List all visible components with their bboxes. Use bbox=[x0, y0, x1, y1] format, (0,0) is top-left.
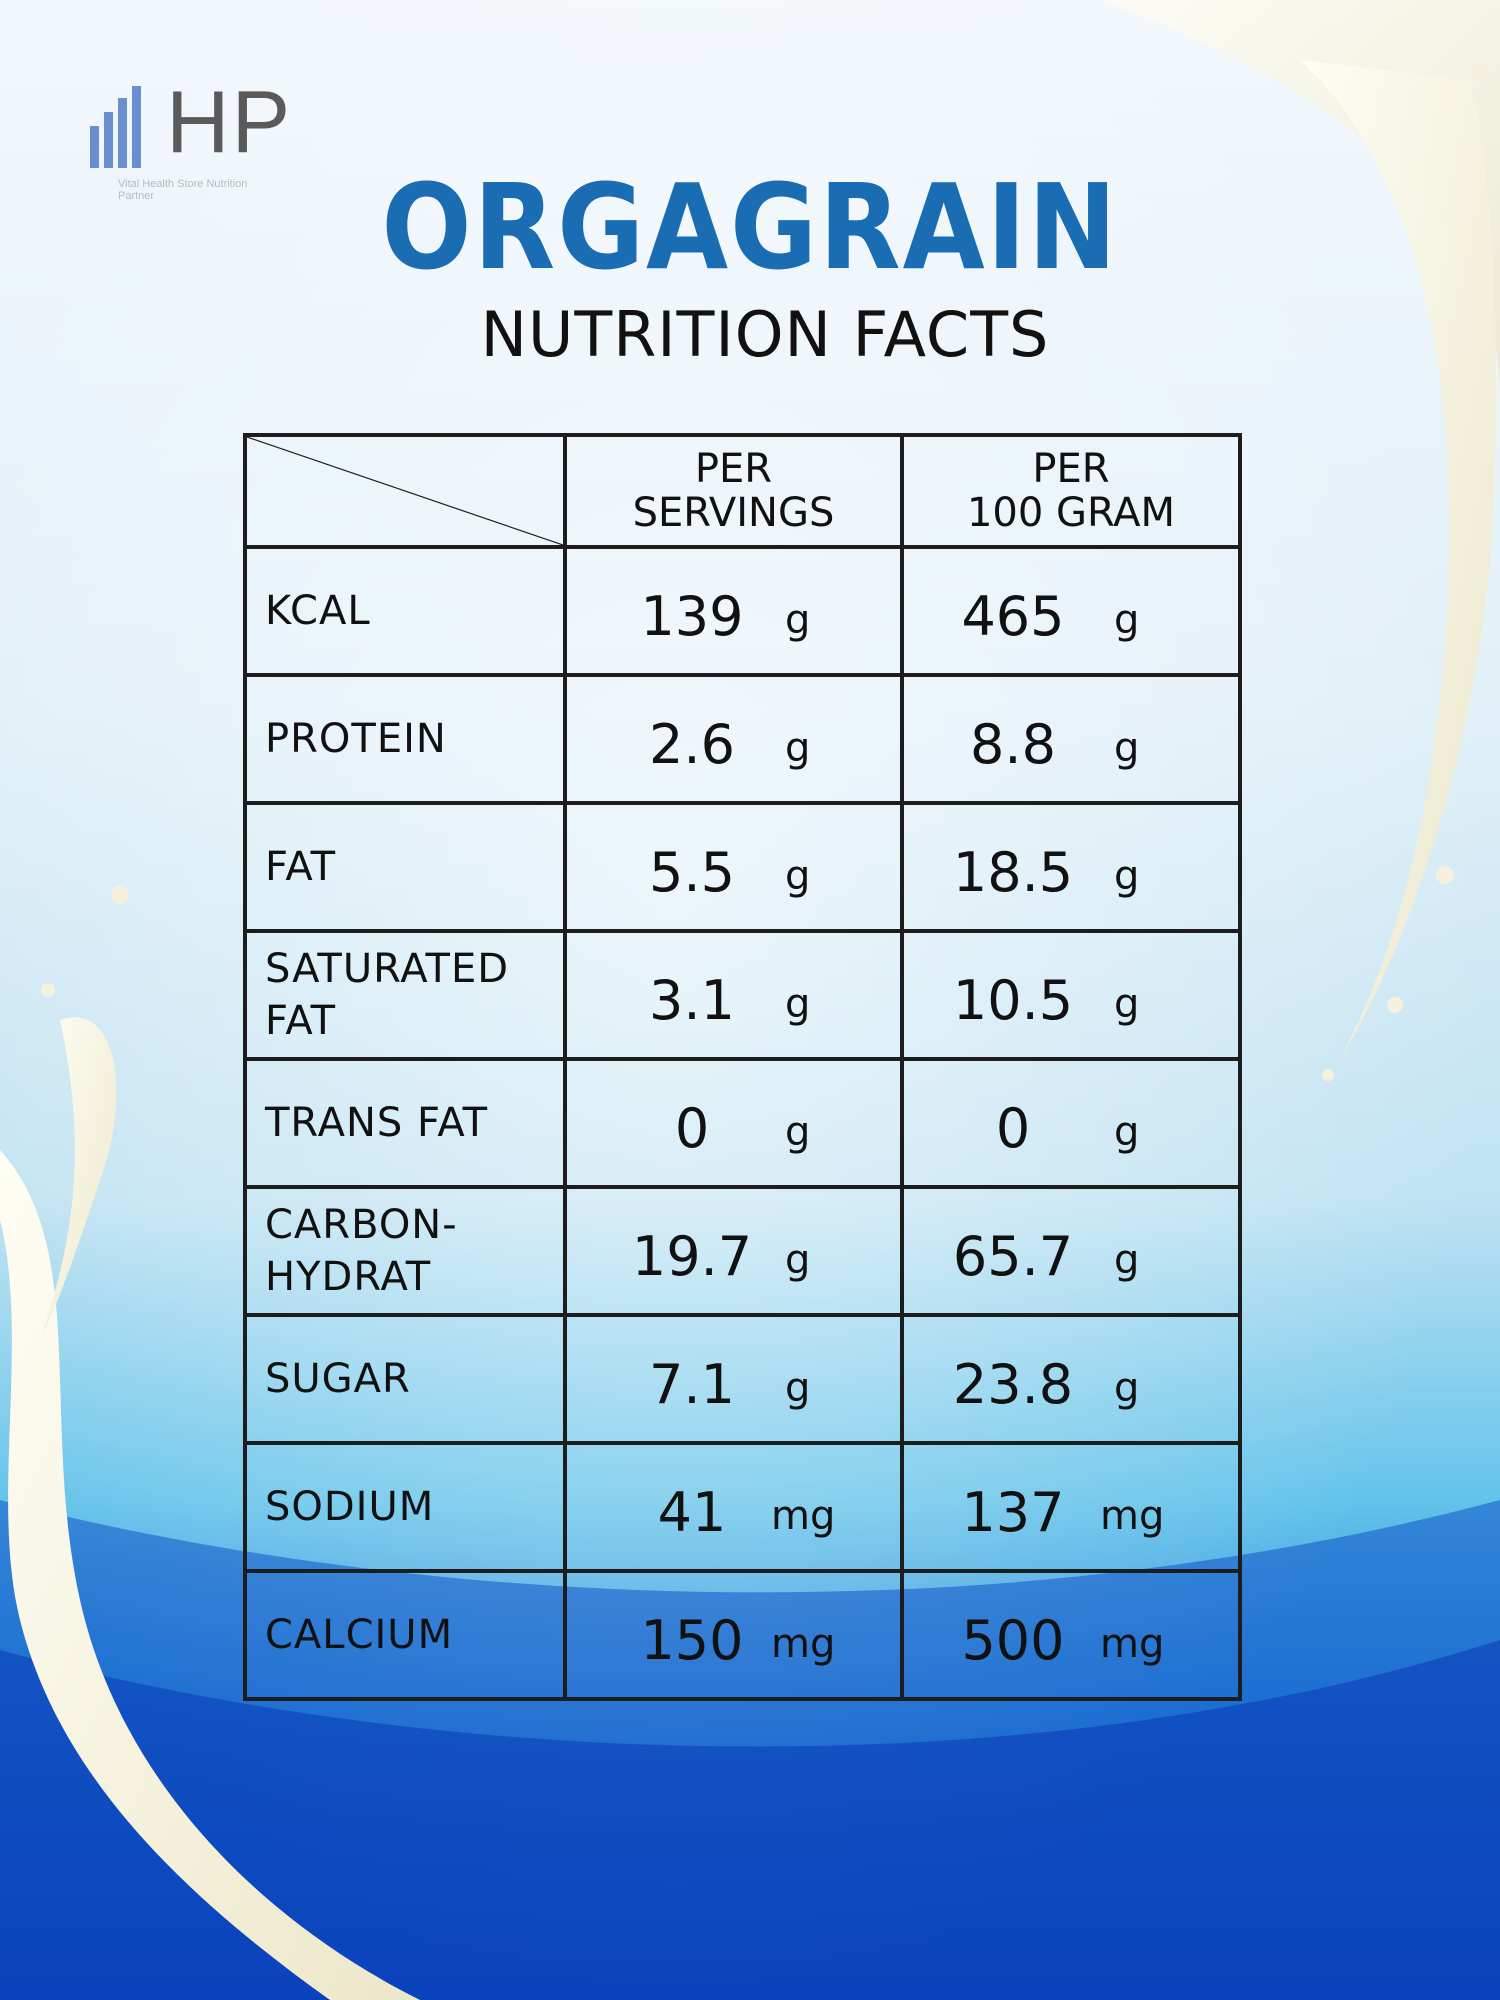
nutrient-label: CARBON- HYDRAT bbox=[243, 1185, 567, 1317]
per-serving-value: 2.6 bbox=[649, 713, 735, 776]
table-row: FAT 5.5 g 18.5 g bbox=[243, 801, 1242, 933]
nutrient-label: TRANS FAT bbox=[243, 1057, 567, 1189]
table-row: SUGAR 7.1 g 23.8 g bbox=[243, 1313, 1242, 1445]
table-row: TRANS FAT 0 g 0 g bbox=[243, 1057, 1242, 1189]
per-100g-unit: g bbox=[1114, 1109, 1140, 1155]
page-subtitle: NUTRITION FACTS bbox=[480, 298, 1050, 371]
diagonal-line bbox=[247, 437, 563, 545]
table-header-row: PER SERVINGS PER 100 GRAM bbox=[243, 433, 1242, 549]
header-line: PER bbox=[1032, 446, 1110, 492]
per-serving-unit: g bbox=[785, 1109, 811, 1155]
corner-cell bbox=[243, 433, 567, 549]
brand-logo: HP Vital Health Store Nutrition Partner bbox=[88, 78, 290, 202]
per-100g-unit: mg bbox=[1100, 1621, 1165, 1667]
nutrient-label: SUGAR bbox=[243, 1313, 567, 1445]
per-100g-value: 137 bbox=[961, 1481, 1065, 1544]
per-serving-value: 3.1 bbox=[649, 969, 735, 1032]
nutrient-label: SODIUM bbox=[243, 1441, 567, 1573]
nutrient-label-line: CARBON- bbox=[265, 1202, 458, 1248]
nutrient-label: SATURATED FAT bbox=[243, 929, 567, 1061]
per-serving-cell: 2.6 g bbox=[563, 673, 904, 805]
nutrient-label-line: CALCIUM bbox=[265, 1612, 454, 1658]
logo-tagline: Vital Health Store Nutrition Partner bbox=[118, 178, 248, 202]
logo-text: HP bbox=[166, 72, 293, 171]
table-row: KCAL 139 g 465 g bbox=[243, 545, 1242, 677]
per-100g-unit: g bbox=[1114, 1237, 1140, 1283]
per-serving-unit: g bbox=[785, 1237, 811, 1283]
per-serving-cell: 150 mg bbox=[563, 1569, 904, 1701]
per-serving-cell: 3.1 g bbox=[563, 929, 904, 1061]
nutrient-label-line: HYDRAT bbox=[265, 1254, 432, 1300]
table-row: SODIUM 41 mg 137 mg bbox=[243, 1441, 1242, 1573]
per-100g-cell: 23.8 g bbox=[900, 1313, 1242, 1445]
per-100g-unit: g bbox=[1114, 981, 1140, 1027]
header-line: 100 GRAM bbox=[966, 490, 1176, 536]
header-line: PER bbox=[694, 446, 773, 492]
per-100g-value: 500 bbox=[961, 1609, 1065, 1672]
per-serving-value: 19.7 bbox=[631, 1225, 753, 1288]
per-100g-cell: 65.7 g bbox=[900, 1185, 1242, 1317]
per-serving-cell: 19.7 g bbox=[563, 1185, 904, 1317]
per-100g-value: 465 bbox=[961, 585, 1065, 648]
per-100g-value: 23.8 bbox=[952, 1353, 1074, 1416]
per-100g-unit: g bbox=[1114, 853, 1140, 899]
nutrient-label: CALCIUM bbox=[243, 1569, 567, 1701]
nutrient-label-line: KCAL bbox=[265, 588, 371, 634]
per-serving-value: 7.1 bbox=[649, 1353, 735, 1416]
nutrient-label-line: SATURATED bbox=[265, 946, 510, 992]
nutrient-label-line: FAT bbox=[265, 844, 337, 890]
nutrition-table: PER SERVINGS PER 100 GRAM KCAL 139 g 465 g PR… bbox=[243, 433, 1242, 1701]
nutrient-label-line: SODIUM bbox=[265, 1484, 435, 1530]
per-serving-cell: 41 mg bbox=[563, 1441, 904, 1573]
per-100g-value: 8.8 bbox=[970, 713, 1056, 776]
nutrient-label-line: TRANS FAT bbox=[265, 1100, 489, 1146]
bar-chart-logo-icon bbox=[90, 86, 141, 168]
product-title: ORGAGRAIN bbox=[381, 158, 1119, 296]
nutrient-label-line: PROTEIN bbox=[265, 716, 447, 762]
per-100g-cell: 137 mg bbox=[900, 1441, 1242, 1573]
header-line: SERVINGS bbox=[632, 490, 835, 536]
per-serving-unit: g bbox=[785, 597, 811, 643]
per-100g-unit: g bbox=[1114, 725, 1140, 771]
per-100g-cell: 8.8 g bbox=[900, 673, 1242, 805]
per-100g-unit: g bbox=[1114, 1365, 1140, 1411]
per-serving-value: 0 bbox=[674, 1097, 710, 1160]
per-100g-value: 18.5 bbox=[952, 841, 1074, 904]
per-serving-value: 5.5 bbox=[649, 841, 735, 904]
table-row: PROTEIN 2.6 g 8.8 g bbox=[243, 673, 1242, 805]
per-100g-cell: 10.5 g bbox=[900, 929, 1242, 1061]
per-serving-unit: mg bbox=[771, 1493, 836, 1539]
per-serving-unit: g bbox=[785, 725, 811, 771]
table-row: SATURATED FAT 3.1 g 10.5 g bbox=[243, 929, 1242, 1061]
per-serving-unit: g bbox=[785, 853, 811, 899]
per-serving-cell: 7.1 g bbox=[563, 1313, 904, 1445]
nutrient-label: KCAL bbox=[243, 545, 567, 677]
nutrient-label: PROTEIN bbox=[243, 673, 567, 805]
per-serving-value: 41 bbox=[657, 1481, 727, 1544]
nutrient-label-line: FAT bbox=[265, 998, 337, 1044]
nutrient-label-line: SUGAR bbox=[265, 1356, 411, 1402]
per-serving-unit: g bbox=[785, 981, 811, 1027]
per-serving-value: 150 bbox=[640, 1609, 744, 1672]
nutrient-label: FAT bbox=[243, 801, 567, 933]
per-serving-cell: 5.5 g bbox=[563, 801, 904, 933]
table-row: CARBON- HYDRAT 19.7 g 65.7 g bbox=[243, 1185, 1242, 1317]
per-100g-cell: 465 g bbox=[900, 545, 1242, 677]
per-100g-cell: 500 mg bbox=[900, 1569, 1242, 1701]
per-serving-unit: mg bbox=[771, 1621, 836, 1667]
column-header-per-servings: PER SERVINGS bbox=[563, 433, 904, 549]
per-100g-unit: mg bbox=[1100, 1493, 1165, 1539]
per-serving-value: 139 bbox=[640, 585, 744, 648]
per-serving-cell: 139 g bbox=[563, 545, 904, 677]
per-100g-value: 0 bbox=[995, 1097, 1031, 1160]
per-100g-value: 65.7 bbox=[952, 1225, 1074, 1288]
per-serving-unit: g bbox=[785, 1365, 811, 1411]
column-header-per-100-gram: PER 100 GRAM bbox=[900, 433, 1242, 549]
per-100g-value: 10.5 bbox=[952, 969, 1074, 1032]
per-100g-unit: g bbox=[1114, 597, 1140, 643]
per-100g-cell: 18.5 g bbox=[900, 801, 1242, 933]
table-row: CALCIUM 150 mg 500 mg bbox=[243, 1569, 1242, 1701]
